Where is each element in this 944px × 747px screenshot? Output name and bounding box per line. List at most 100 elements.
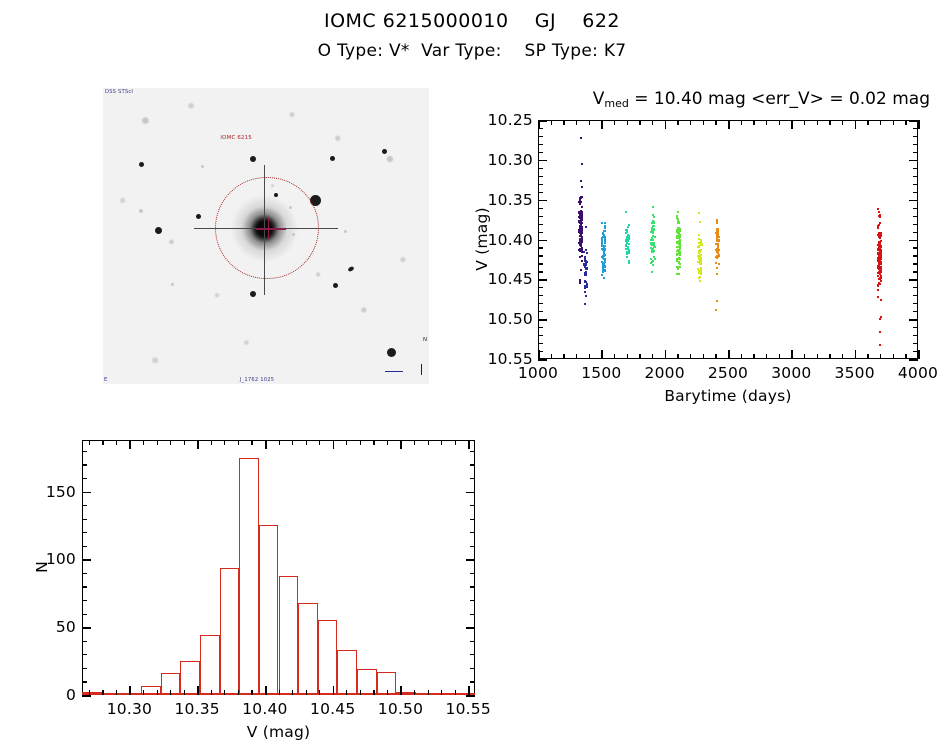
lightcurve-point (697, 234, 700, 237)
x-minor-tick-bottom (677, 354, 679, 359)
lightcurve-point (585, 284, 588, 287)
lightcurve-point (879, 275, 882, 278)
field-star (381, 148, 387, 154)
x-major-tick-bottom (918, 350, 920, 359)
lightcurve-point (877, 210, 880, 213)
lightcurve-point (677, 222, 680, 225)
lightcurve-point (653, 236, 656, 239)
x-ticklabel: 10.45 (310, 700, 356, 718)
lightcurve-point (878, 245, 881, 248)
x-minor-tick-top (639, 120, 641, 125)
x-minor-tick-bottom (563, 354, 565, 359)
y-minor-tick-left (538, 263, 543, 265)
lightcurve-point (626, 256, 629, 259)
x-major-tick-top (197, 440, 199, 449)
x-minor-tick-top (414, 440, 416, 445)
lightcurve-point (585, 267, 588, 270)
lightcurve-point (579, 196, 582, 199)
lightcurve-point-outlier (650, 270, 653, 273)
lightcurve-point (880, 269, 883, 272)
lightcurve-point (650, 230, 653, 233)
lightcurve-point (578, 215, 581, 218)
x-minor-tick-bottom (102, 690, 104, 695)
y-minor-tick-left (538, 351, 543, 353)
lightcurve-point (697, 269, 700, 272)
lightcurve-point (717, 232, 720, 235)
finder-chart[interactable]: DSS STScI IOMC 6215 J_1762 1025 E N (103, 88, 429, 384)
x-minor-tick-top (156, 440, 158, 445)
lightcurve-point (602, 253, 605, 256)
field-star (249, 156, 256, 163)
lightcurve-point (678, 228, 681, 231)
lightcurve-point (678, 273, 681, 276)
lightcurve-point (581, 248, 584, 251)
lightcurve-point (628, 248, 631, 251)
lightcurve-point (651, 224, 654, 227)
x-minor-tick-top (576, 120, 578, 125)
lightcurve-point (578, 248, 581, 251)
lightcurve-point (697, 237, 700, 240)
lightcurve-point (698, 250, 701, 252)
x-major-tick-bottom (197, 686, 199, 695)
lightcurve-point (880, 267, 883, 270)
lightcurve-point (717, 227, 720, 230)
lightcurve-point (698, 262, 701, 265)
lightcurve-point (578, 220, 581, 223)
y-minor-tick-right (470, 545, 475, 547)
lightcurve-point (880, 257, 883, 260)
lightcurve-point-outlier (879, 331, 882, 334)
x-major-tick-top (264, 440, 267, 449)
lightcurve-point-outlier (877, 214, 880, 217)
lightcurve-point (653, 243, 656, 246)
lightcurve-point (580, 269, 583, 272)
lightcurve-point (650, 246, 653, 249)
y-minor-tick-right (470, 681, 475, 683)
lightcurve-point (717, 238, 720, 241)
y-minor-tick-right (470, 532, 475, 534)
lightcurve-point (580, 216, 583, 219)
lightcurve-point (578, 228, 581, 231)
lightcurve-point (602, 247, 605, 250)
x-minor-tick-bottom (816, 354, 818, 359)
lightcurve-point (581, 210, 584, 213)
x-ticklabel: 10.50 (377, 700, 424, 718)
field-star (138, 162, 144, 167)
lightcurve-point (603, 261, 606, 264)
y-minor-tick-left (538, 127, 543, 130)
x-minor-tick-bottom (829, 354, 831, 359)
lightcurve-point (678, 229, 681, 232)
lightcurve-point (650, 258, 653, 261)
lightcurve-point (678, 253, 681, 256)
orientation-east-label: E (104, 377, 108, 383)
lightcurve-point-outlier (602, 255, 605, 258)
y-minor-tick-left (82, 505, 87, 507)
y-minor-tick-left (82, 640, 87, 642)
faint-source (171, 283, 175, 287)
lightcurve-point (700, 263, 703, 266)
lightcurve-point (878, 263, 881, 266)
x-minor-tick-bottom (88, 690, 90, 695)
x-ticklabel: 2500 (707, 364, 749, 382)
lightcurve-point (715, 231, 718, 234)
x-minor-tick-top (753, 120, 755, 125)
field-star (329, 156, 335, 162)
lightcurve-point (878, 270, 881, 273)
x-major-tick-bottom (332, 686, 335, 695)
lightcurve-point (653, 258, 656, 261)
lightcurve-point (678, 235, 681, 238)
y-minor-tick-right (913, 207, 918, 209)
lightcurve-point (879, 249, 882, 252)
x-ticklabel: 1500 (581, 364, 622, 382)
lightcurve-point (879, 254, 882, 257)
x-minor-tick-top (626, 120, 628, 125)
lightcurve-point (877, 258, 880, 261)
lightcurve-point (700, 267, 703, 270)
lightcurve-point (653, 225, 656, 228)
lightcurve-point (678, 237, 681, 240)
lightcurve-point (651, 263, 654, 266)
lightcurve-point (678, 234, 681, 237)
lightcurve-point (877, 249, 880, 252)
y-major-tick-right (909, 199, 918, 202)
x-ticklabel: 2000 (644, 364, 685, 382)
lightcurve-point (678, 243, 681, 246)
